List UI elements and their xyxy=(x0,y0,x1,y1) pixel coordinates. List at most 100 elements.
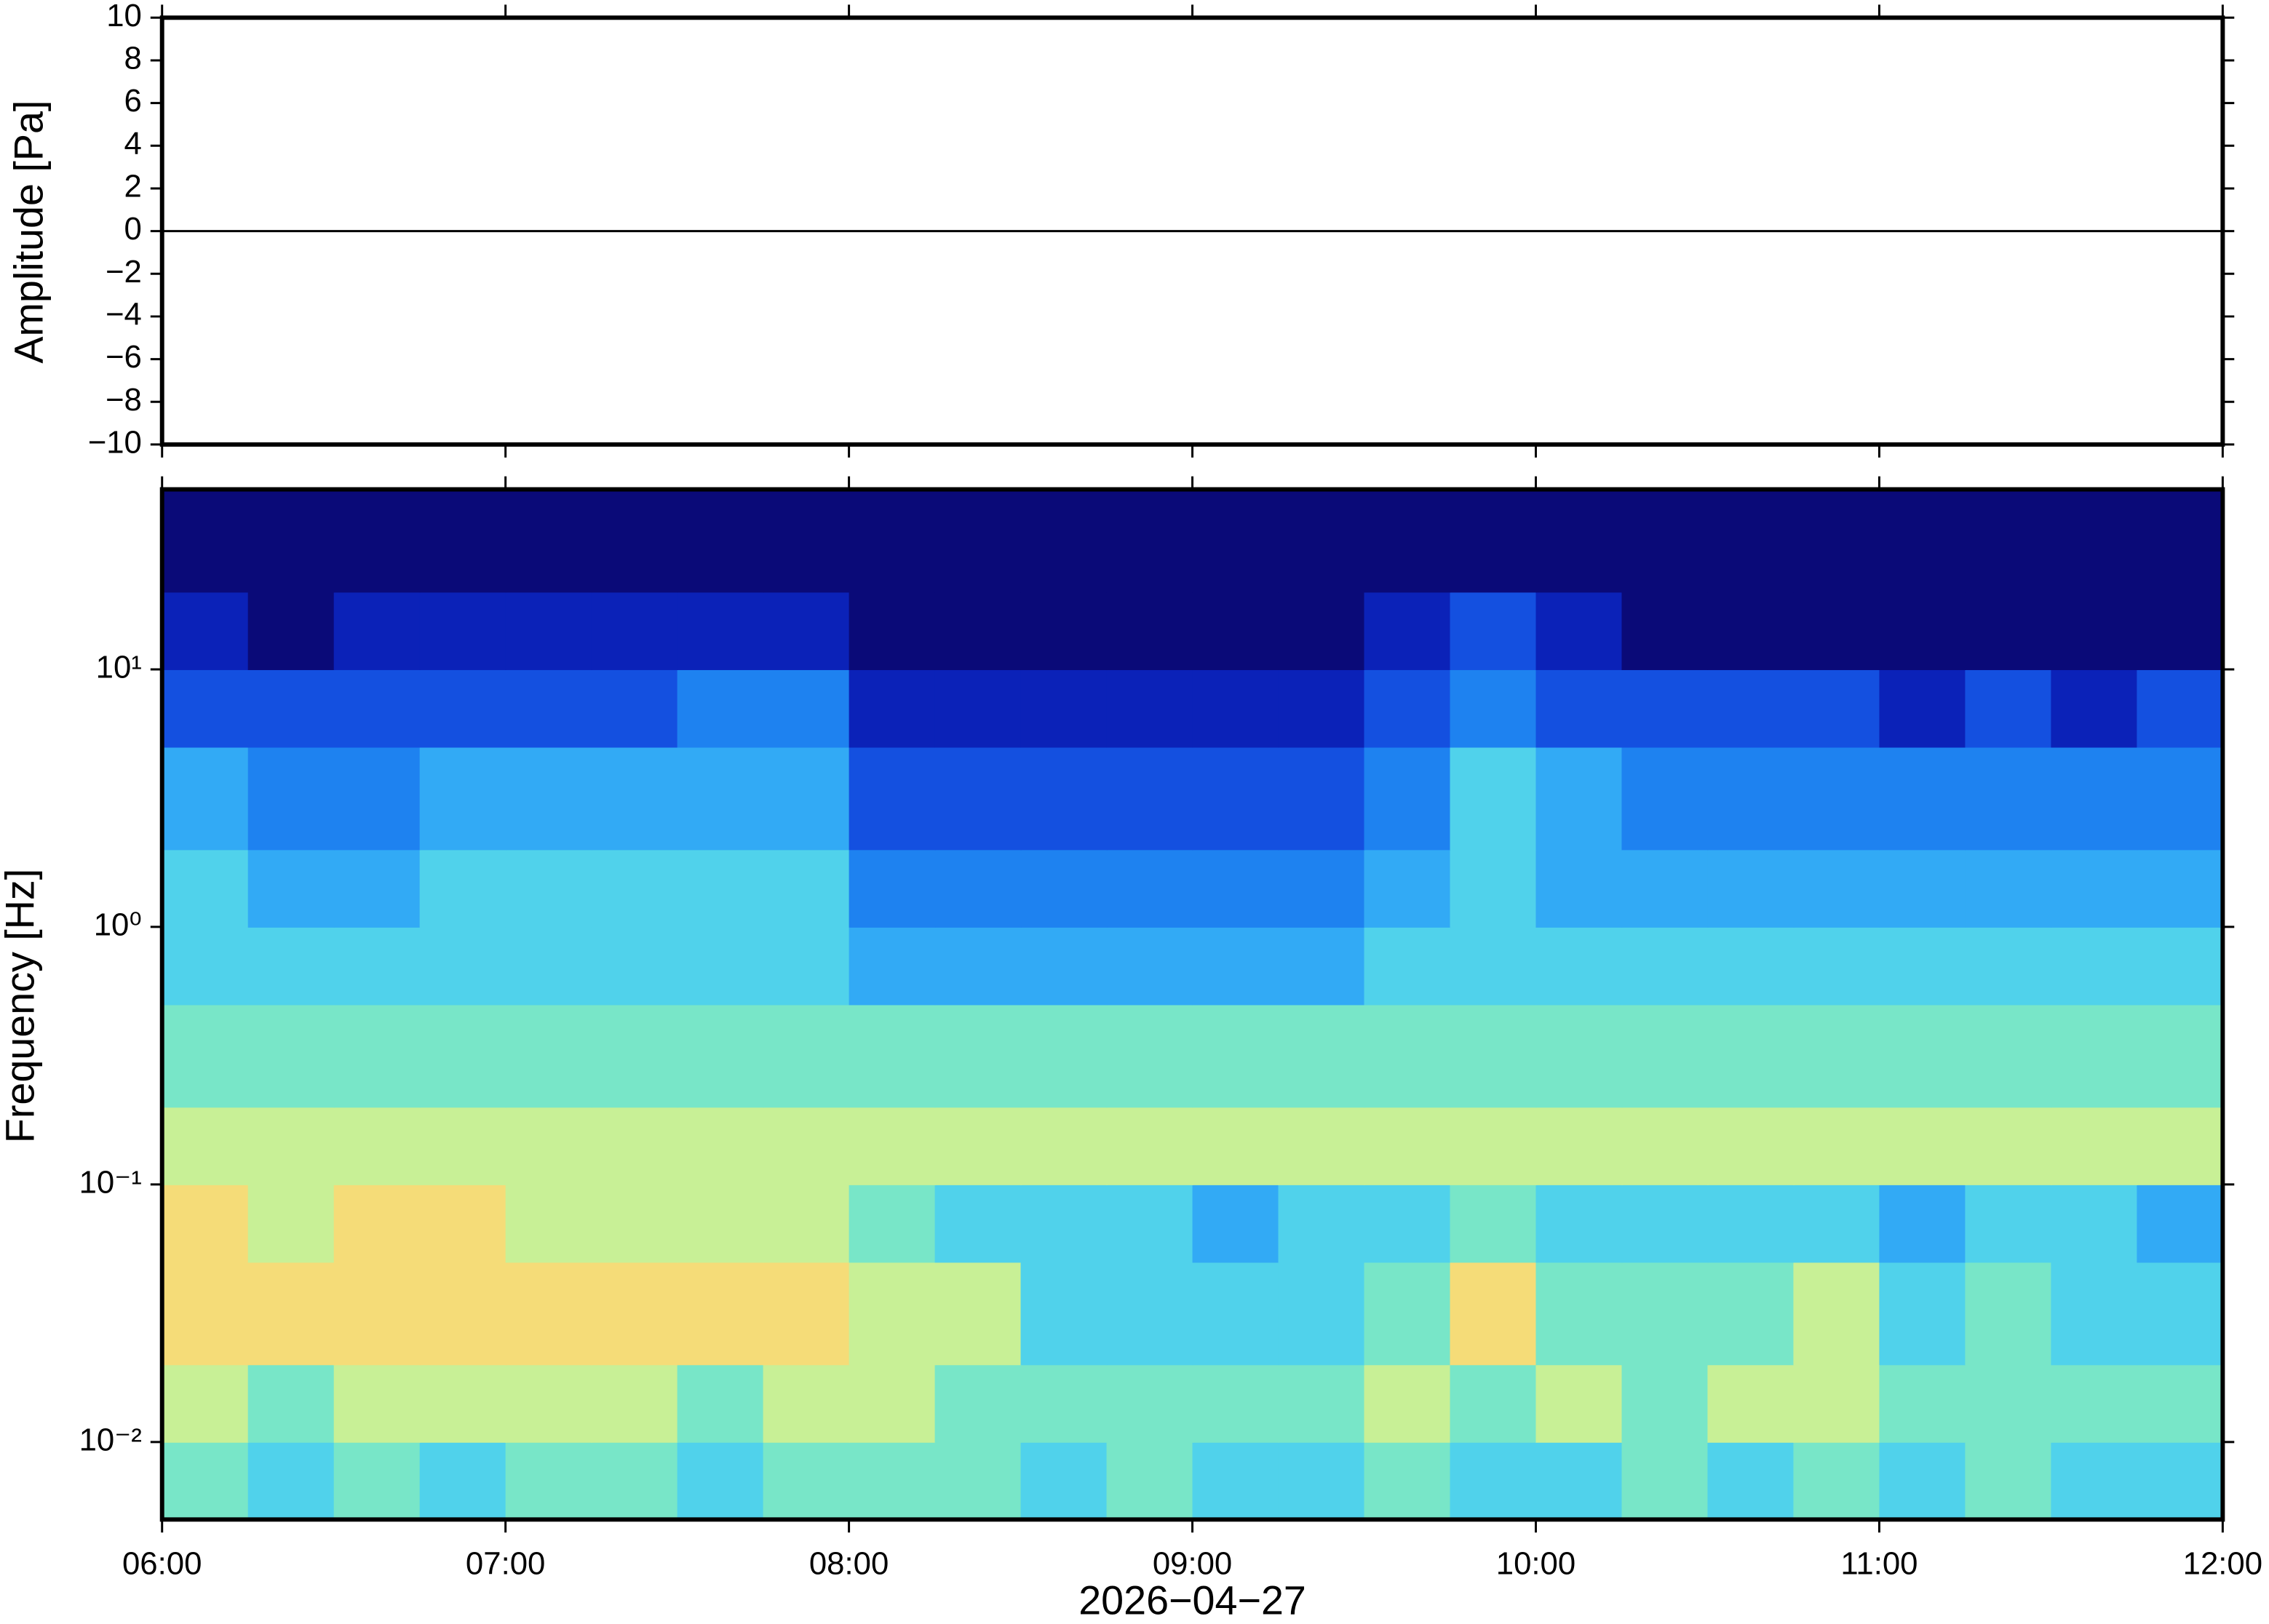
spectrogram-cell xyxy=(1621,669,1709,748)
spectrogram-cell xyxy=(1879,669,1966,748)
spectrogram-cell xyxy=(1192,926,1279,1006)
spectrogram-cell xyxy=(591,926,678,1006)
spectrogram-cell xyxy=(1106,1004,1193,1108)
spectrogram-cell xyxy=(505,669,592,748)
y-tick-label: 10⁻² xyxy=(79,1422,142,1457)
spectrogram-cell xyxy=(1879,1004,1966,1108)
spectrogram-cell xyxy=(333,849,421,928)
spectrogram-cell xyxy=(1364,1184,1451,1263)
spectrogram-cell xyxy=(1965,1004,2052,1108)
spectrogram-cell xyxy=(1450,1441,1537,1521)
spectrogram-cell xyxy=(934,1262,1022,1366)
spectrogram-cell xyxy=(1020,1184,1108,1263)
spectrogram-cell xyxy=(934,1004,1022,1108)
spectrogram-cell xyxy=(419,1107,506,1185)
spectrogram-cell xyxy=(1020,592,1108,670)
spectrogram-cell xyxy=(1707,489,1795,593)
spectrogram-cell xyxy=(1793,669,1880,748)
spectrogram-cell xyxy=(247,1004,335,1108)
spectrogram-cell xyxy=(677,1441,764,1521)
y-tick-label: 0 xyxy=(124,211,142,247)
spectrogram-cell xyxy=(1450,1184,1537,1263)
y-tick-label: 2 xyxy=(124,168,142,204)
y-tick-label: 10 xyxy=(106,0,142,33)
spectrogram-cell xyxy=(505,1441,592,1521)
spectrogram-cell xyxy=(1879,489,1966,593)
spectrogram-cell xyxy=(849,1262,936,1366)
spectrogram-cell xyxy=(419,747,506,851)
spectrogram-cell xyxy=(2051,747,2138,851)
spectrogram-cell xyxy=(1535,1364,1623,1443)
spectrogram-cell xyxy=(1192,1262,1279,1366)
spectrogram-cell xyxy=(2051,489,2138,593)
spectrogram-cell xyxy=(934,926,1022,1006)
spectrogram-cell xyxy=(1965,747,2052,851)
spectrogram-cell xyxy=(1278,747,1365,851)
spectrogram-cell xyxy=(1621,592,1709,670)
spectrogram-cell xyxy=(1707,1441,1795,1521)
spectrogram-cell xyxy=(934,1364,1022,1443)
spectrogram-cell xyxy=(1020,1441,1108,1521)
spectrogram-cell xyxy=(1278,1004,1365,1108)
spectrogram-cell xyxy=(247,1262,335,1366)
spectrogram-cell xyxy=(1793,1107,1880,1185)
spectrogram-cell xyxy=(1879,1107,1966,1185)
spectrogram-cell xyxy=(1192,1004,1279,1108)
spectrogram-cell xyxy=(162,1184,249,1263)
spectrogram-cell xyxy=(1106,1262,1193,1366)
spectrogram-cell xyxy=(1535,1441,1623,1521)
spectrogram-cell xyxy=(2137,1364,2224,1443)
spectrogram-cell xyxy=(1793,1004,1880,1108)
spectrogram-cell xyxy=(1793,926,1880,1006)
y-tick-label: −8 xyxy=(106,382,142,418)
spectrogram-cell xyxy=(333,1262,421,1366)
spectrogram-cell xyxy=(1106,1441,1193,1521)
spectrogram-cell xyxy=(1621,489,1709,593)
spectrogram-cell xyxy=(333,669,421,748)
spectrogram-cell xyxy=(591,1107,678,1185)
spectrogram-cell xyxy=(1965,489,2052,593)
spectrogram-cell xyxy=(162,849,249,928)
spectrogram-cell xyxy=(934,1441,1022,1521)
spectrogram-cell xyxy=(763,1004,850,1108)
spectrogram-cell xyxy=(1879,1364,1966,1443)
spectrogram-cell xyxy=(1106,747,1193,851)
spectrogram-cell xyxy=(1364,926,1451,1006)
spectrogram-cell xyxy=(1192,669,1279,748)
spectrogram-cell xyxy=(1192,849,1279,928)
spectrogram-cell xyxy=(247,1107,335,1185)
spectrogram-cell xyxy=(1020,926,1108,1006)
spectrogram-cell xyxy=(763,926,850,1006)
spectrogram-cell xyxy=(1192,489,1279,593)
spectrogram-cell xyxy=(1278,592,1365,670)
spectrogram-cell xyxy=(1879,926,1966,1006)
spectrogram-cell xyxy=(763,669,850,748)
spectrogram-cell xyxy=(1793,489,1880,593)
spectrogram-cell xyxy=(2051,1441,2138,1521)
x-tick-label: 10:00 xyxy=(1496,1546,1575,1582)
spectrogram-cell xyxy=(1707,1004,1795,1108)
y-tick-label: 6 xyxy=(124,83,142,119)
y-axis-label: Amplitude [Pa] xyxy=(6,100,51,364)
spectrogram-cell xyxy=(1793,1262,1880,1366)
spectrogram-cell xyxy=(1535,926,1623,1006)
x-tick-label: 09:00 xyxy=(1153,1546,1232,1582)
spectrogram-cell xyxy=(1278,1184,1365,1263)
y-tick-label: 10⁻¹ xyxy=(79,1164,142,1200)
spectrogram-cell xyxy=(1793,1364,1880,1443)
spectrogram-cell xyxy=(162,592,249,670)
spectrogram-cell xyxy=(934,1107,1022,1185)
spectrogram-cell xyxy=(1621,1364,1709,1443)
spectrogram-cell xyxy=(1192,747,1279,851)
spectrogram-cell xyxy=(1793,1441,1880,1521)
spectrogram-cell xyxy=(419,1262,506,1366)
spectrogram-cell xyxy=(1106,1107,1193,1185)
spectrogram-cell xyxy=(162,747,249,851)
spectrogram-cell xyxy=(1020,1107,1108,1185)
spectrogram-cell xyxy=(1793,1184,1880,1263)
spectrogram-cell xyxy=(1364,849,1451,928)
spectrogram-cell xyxy=(1364,1004,1451,1108)
spectrogram-cell xyxy=(1621,747,1709,851)
spectrogram-cell xyxy=(1535,1184,1623,1263)
spectrogram-cell xyxy=(1192,1364,1279,1443)
